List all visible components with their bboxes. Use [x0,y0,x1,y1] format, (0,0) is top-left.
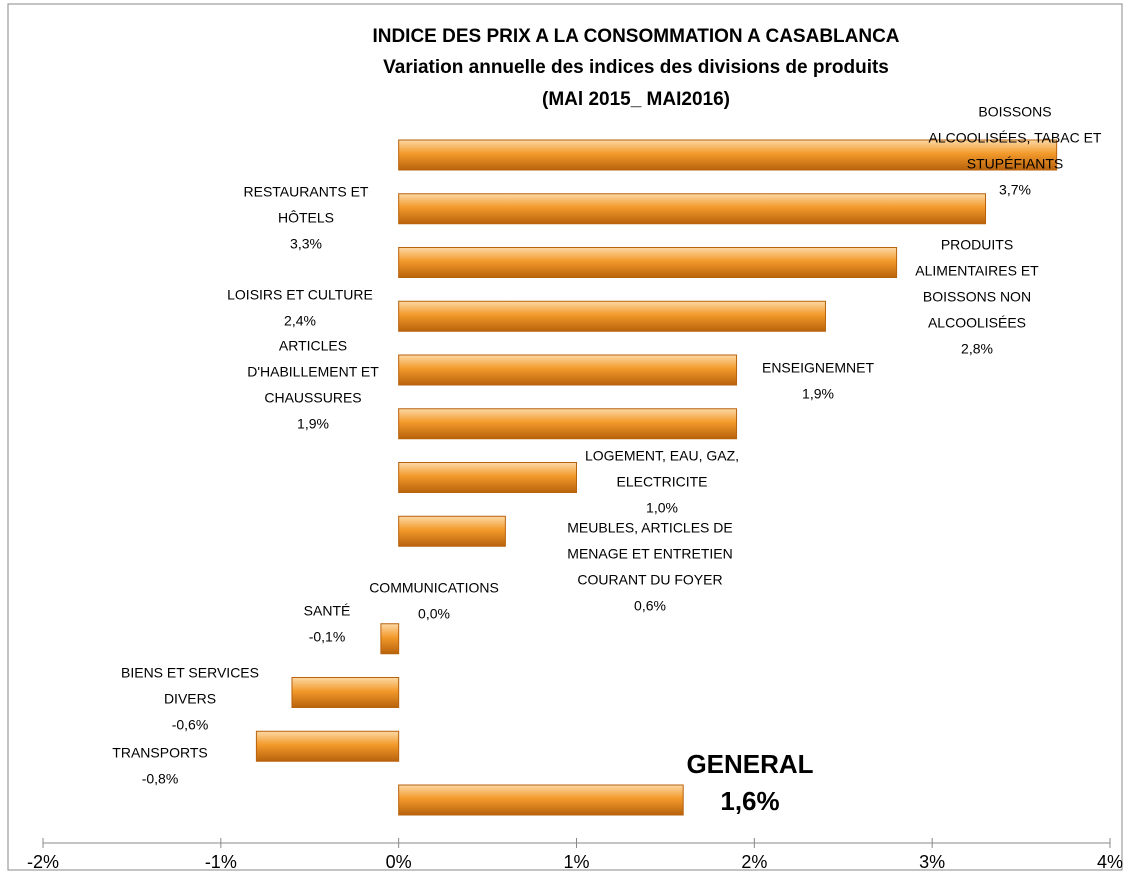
value-label: -0,6% [172,717,209,733]
value-label: 1,0% [646,500,678,516]
value-label: 0,0% [418,606,450,622]
bar [398,193,987,225]
value-label: 2,4% [284,313,316,329]
value-label: 2,8% [961,341,993,357]
category-label: LOISIRS ET CULTURE [227,287,373,303]
category-label: STUPÉFIANTS [967,156,1063,172]
category-label: SANTÉ [304,603,351,619]
category-label: BIENS ET SERVICES [121,665,259,681]
x-tick-label: 4% [1097,852,1123,872]
category-label: LOGEMENT, EAU, GAZ, [585,448,739,464]
bar [398,139,1058,171]
category-label: GENERAL [686,749,813,779]
x-tick-label: -1% [205,852,237,872]
value-label: 1,9% [802,386,834,402]
bar [398,300,826,332]
x-tick-label: 3% [919,852,945,872]
category-label: ALCOOLISÉES [928,315,1026,331]
bar [380,623,400,655]
bar [398,408,738,440]
category-label: ALCOOLISÉES, TABAC ET [929,130,1102,146]
value-label: -0,1% [309,629,346,645]
category-label: PRODUITS [941,237,1013,253]
category-label: COMMUNICATIONS [369,580,499,596]
bar [398,462,577,493]
category-label: BOISSONS [978,104,1051,120]
bar [291,677,400,708]
category-label: ENSEIGNEMNET [762,360,874,376]
chart-subtitle: Variation annuelle des indices des divis… [383,57,889,78]
bar [398,515,506,547]
x-tick-label: -2% [27,852,59,872]
category-label: HÔTELS [278,210,334,226]
value-label: 0,6% [634,598,666,614]
category-label: MENAGE ET ENTRETIEN [567,546,732,562]
category-label: ARTICLES [279,338,347,354]
x-tick-label: 2% [741,852,767,872]
value-label: 1,6% [720,786,779,816]
category-label: DIVERS [164,691,216,707]
category-label: BOISSONS NON [923,289,1031,305]
bar [398,784,684,816]
frame [7,3,1123,871]
value-label: 3,7% [999,182,1031,198]
value-label: 3,3% [290,236,322,252]
category-label: ELECTRICITE [616,474,707,490]
category-label: TRANSPORTS [112,745,207,761]
category-label: MEUBLES, ARTICLES DE [567,520,732,536]
chart-title: INDICE DES PRIX A LA CONSOMMATION A CASA… [372,26,899,47]
category-label: CHAUSSURES [264,390,361,406]
value-label: 1,9% [297,416,329,432]
x-tick-label: 1% [563,852,589,872]
value-label: -0,8% [142,771,179,787]
category-label: D'HABILLEMENT ET [247,364,379,380]
bar [398,247,898,278]
x-tick-label: 0% [386,852,412,872]
category-label: RESTAURANTS ET [244,184,369,200]
chart-subtitle: (MAl 2015_ MAI2016) [542,89,730,110]
category-label: COURANT DU FOYER [577,572,722,588]
category-label: ALIMENTAIRES ET [915,263,1039,279]
bar [255,730,400,762]
bar [398,354,738,386]
